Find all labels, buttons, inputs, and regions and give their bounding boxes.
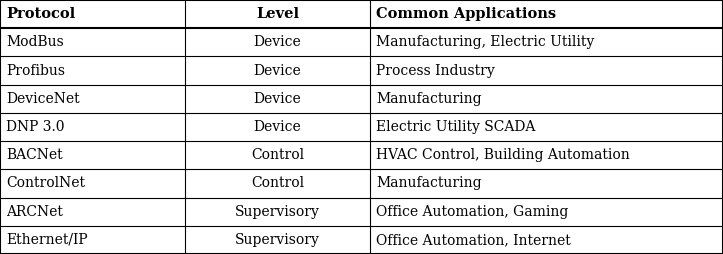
Text: Control: Control [251, 148, 304, 162]
Text: ARCNet: ARCNet [6, 205, 63, 219]
Text: BACNet: BACNet [6, 148, 63, 162]
Text: DNP 3.0: DNP 3.0 [6, 120, 64, 134]
Text: Device: Device [254, 92, 301, 106]
Text: Process Industry: Process Industry [376, 64, 495, 77]
Text: Device: Device [254, 64, 301, 77]
Text: Supervisory: Supervisory [235, 233, 320, 247]
Text: Manufacturing: Manufacturing [376, 92, 482, 106]
Text: Manufacturing: Manufacturing [376, 177, 482, 190]
Text: Control: Control [251, 177, 304, 190]
Text: ModBus: ModBus [6, 35, 64, 49]
Text: Protocol: Protocol [6, 7, 75, 21]
Text: ControlNet: ControlNet [6, 177, 85, 190]
Text: Level: Level [256, 7, 299, 21]
Text: Ethernet/IP: Ethernet/IP [6, 233, 87, 247]
Text: HVAC Control, Building Automation: HVAC Control, Building Automation [376, 148, 630, 162]
Text: Office Automation, Internet: Office Automation, Internet [376, 233, 570, 247]
Text: DeviceNet: DeviceNet [6, 92, 80, 106]
Text: Office Automation, Gaming: Office Automation, Gaming [376, 205, 568, 219]
Text: Supervisory: Supervisory [235, 205, 320, 219]
Text: Electric Utility SCADA: Electric Utility SCADA [376, 120, 535, 134]
Text: Profibus: Profibus [6, 64, 65, 77]
Text: Manufacturing, Electric Utility: Manufacturing, Electric Utility [376, 35, 594, 49]
Text: Device: Device [254, 120, 301, 134]
Text: Device: Device [254, 35, 301, 49]
Text: Common Applications: Common Applications [376, 7, 556, 21]
